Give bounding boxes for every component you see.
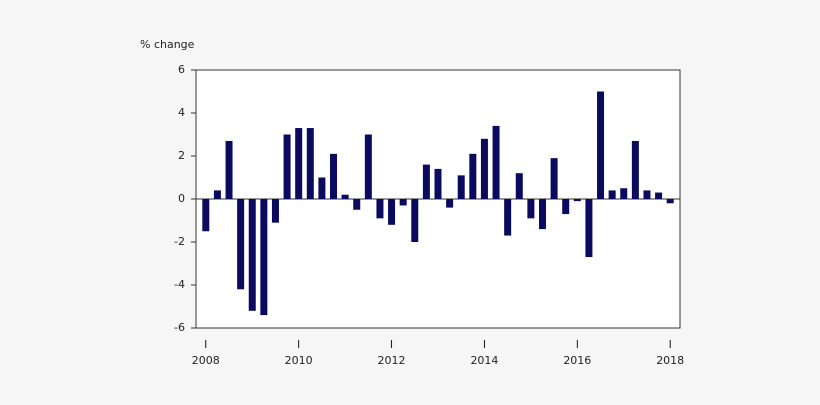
bar (515, 173, 523, 199)
x-year-label: 2014 (470, 354, 498, 367)
bar (341, 194, 349, 199)
x-tick-label: I (204, 338, 207, 351)
y-tick-label: 0 (178, 192, 185, 205)
bar (248, 199, 256, 311)
bar (631, 140, 639, 199)
bar (666, 199, 674, 204)
bar (353, 199, 361, 210)
bar (306, 128, 314, 199)
bar (202, 199, 210, 232)
bar (237, 199, 245, 290)
x-year-label: 2010 (285, 354, 313, 367)
y-tick-label: 4 (178, 106, 185, 119)
bar (562, 199, 570, 215)
bar (283, 134, 291, 199)
y-tick-label: -2 (174, 235, 185, 248)
x-year-label: 2016 (563, 354, 591, 367)
bar (295, 128, 303, 199)
bar (469, 153, 477, 199)
x-year-label: 2018 (656, 354, 684, 367)
bar (457, 175, 465, 199)
y-tick-label: 6 (178, 63, 185, 76)
bar (446, 199, 454, 208)
bar (318, 177, 326, 199)
x-tick-label: I (669, 338, 672, 351)
bar (225, 140, 233, 199)
y-tick-label: -4 (174, 278, 185, 291)
bar (527, 199, 535, 219)
x-year-label: 2008 (192, 354, 220, 367)
x-tick-label: I (297, 338, 300, 351)
x-tick-label: I (483, 338, 486, 351)
bar (364, 134, 372, 199)
y-tick-label: -6 (174, 321, 185, 334)
bar (597, 91, 605, 199)
bar (411, 199, 419, 242)
bar (399, 199, 407, 206)
bar (376, 199, 384, 219)
bar (538, 199, 546, 230)
bar (585, 199, 593, 258)
y-axis-label: % change (140, 38, 195, 51)
bar (492, 125, 500, 199)
x-tick-label: I (390, 338, 393, 351)
y-tick-label: 2 (178, 149, 185, 162)
x-year-label: 2012 (378, 354, 406, 367)
x-tick-label: I (576, 338, 579, 351)
bar (655, 192, 663, 199)
bar (388, 199, 396, 225)
bar (213, 190, 221, 199)
bar (260, 199, 268, 316)
bar (480, 138, 488, 199)
bar (271, 199, 279, 223)
bar (620, 188, 628, 199)
bar (422, 164, 430, 199)
bar (504, 199, 512, 236)
bar (608, 190, 616, 199)
bar (643, 190, 651, 199)
bar (434, 168, 442, 199)
bar (573, 199, 581, 202)
bar (550, 158, 558, 199)
bar (330, 153, 338, 199)
